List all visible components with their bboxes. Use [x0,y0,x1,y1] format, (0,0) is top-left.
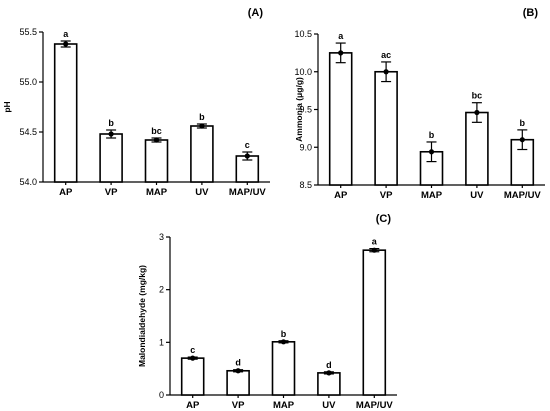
data-point [244,153,250,159]
y-tick-label: 54.0 [19,177,37,187]
y-tick-label: 9.0 [299,142,312,152]
data-point [338,50,344,56]
x-tick-label: VP [105,187,118,198]
panel-c: (C) Malondialdehyde (mg/kg) 0 1 2 3 c AP d VP b MAP… [137,213,397,411]
significance-letter: a [338,31,344,41]
x-tick-label: VP [232,400,245,411]
significance-letter: bc [151,126,162,136]
bar [226,369,250,396]
data-point [428,149,435,155]
data-point [235,368,241,374]
bar [362,249,387,396]
panel-a: (A) pH 54.0 54.5 55.0 55.5 a AP b VP bc MAP b UV c MAP/… [2,7,270,198]
y-tick-label: 10.0 [294,67,312,77]
significance-letter: b [108,118,114,128]
y-tick-label: 54.5 [19,127,37,137]
data-point [371,247,377,253]
panel-b: (B) Ammonia (μg/g) 8.5 9.0 9.5 10.0 10.5 a AP ac V… [294,7,545,201]
bar [180,357,205,396]
data-point [474,109,480,116]
significance-letter: b [429,130,435,140]
significance-letter: ac [381,50,391,60]
bar [374,70,398,186]
data-point [383,69,389,75]
x-tick-label: UV [195,187,209,198]
y-tick-label: 55.5 [19,27,37,37]
significance-letter: b [199,112,205,122]
significance-letter: a [372,237,378,247]
bar [465,111,489,186]
x-tick-label: MAP/UV [504,190,542,201]
x-tick-label: UV [470,190,484,201]
bar [317,372,341,396]
y-tick-label: 55.0 [19,77,37,87]
x-tick-label: MAP [273,400,295,411]
significance-letter: d [326,360,332,370]
bar [144,139,169,183]
y-axis-title: pH [2,101,12,112]
x-tick-label: MAP [421,190,443,201]
bar [271,341,296,396]
x-tick-label: MAP [146,187,168,198]
y-axis-title: Malondialdehyde (mg/kg) [137,265,147,367]
significance-letter: b [281,329,287,339]
significance-letter: c [190,345,195,355]
data-point [108,131,114,137]
y-tick-label: 0 [159,390,164,400]
x-tick-label: UV [322,400,336,411]
significance-letter: c [245,140,250,150]
y-tick-label: 9.5 [299,105,312,115]
x-tick-label: MAP/UV [229,187,267,198]
significance-letter: a [63,29,69,39]
significance-letter: bc [472,91,483,101]
x-tick-label: VP [380,190,393,201]
x-tick-label: AP [59,187,73,198]
bar [190,125,214,183]
data-point [199,123,205,129]
y-tick-label: 3 [159,232,164,242]
bar [328,52,353,186]
y-axis-title: Ammonia (μg/g) [294,77,304,142]
data-point [519,137,525,143]
x-tick-label: MAP/UV [356,400,394,411]
data-point [326,370,332,376]
panel-label: (C) [376,213,392,225]
y-tick-label: 10.5 [294,29,312,39]
data-point [63,41,69,47]
panel-label: (A) [248,7,264,19]
bar [53,43,78,183]
significance-letter: b [520,118,526,128]
data-point [190,355,196,361]
panel-label: (B) [523,7,539,19]
y-tick-label: 1 [159,337,164,347]
significance-letter: d [235,358,241,368]
y-tick-label: 2 [159,285,164,295]
bar [99,133,123,183]
y-tick-label: 8.5 [299,180,312,190]
x-tick-label: AP [186,400,200,411]
data-point [280,339,287,345]
x-tick-label: AP [334,190,348,201]
data-point [153,137,160,143]
